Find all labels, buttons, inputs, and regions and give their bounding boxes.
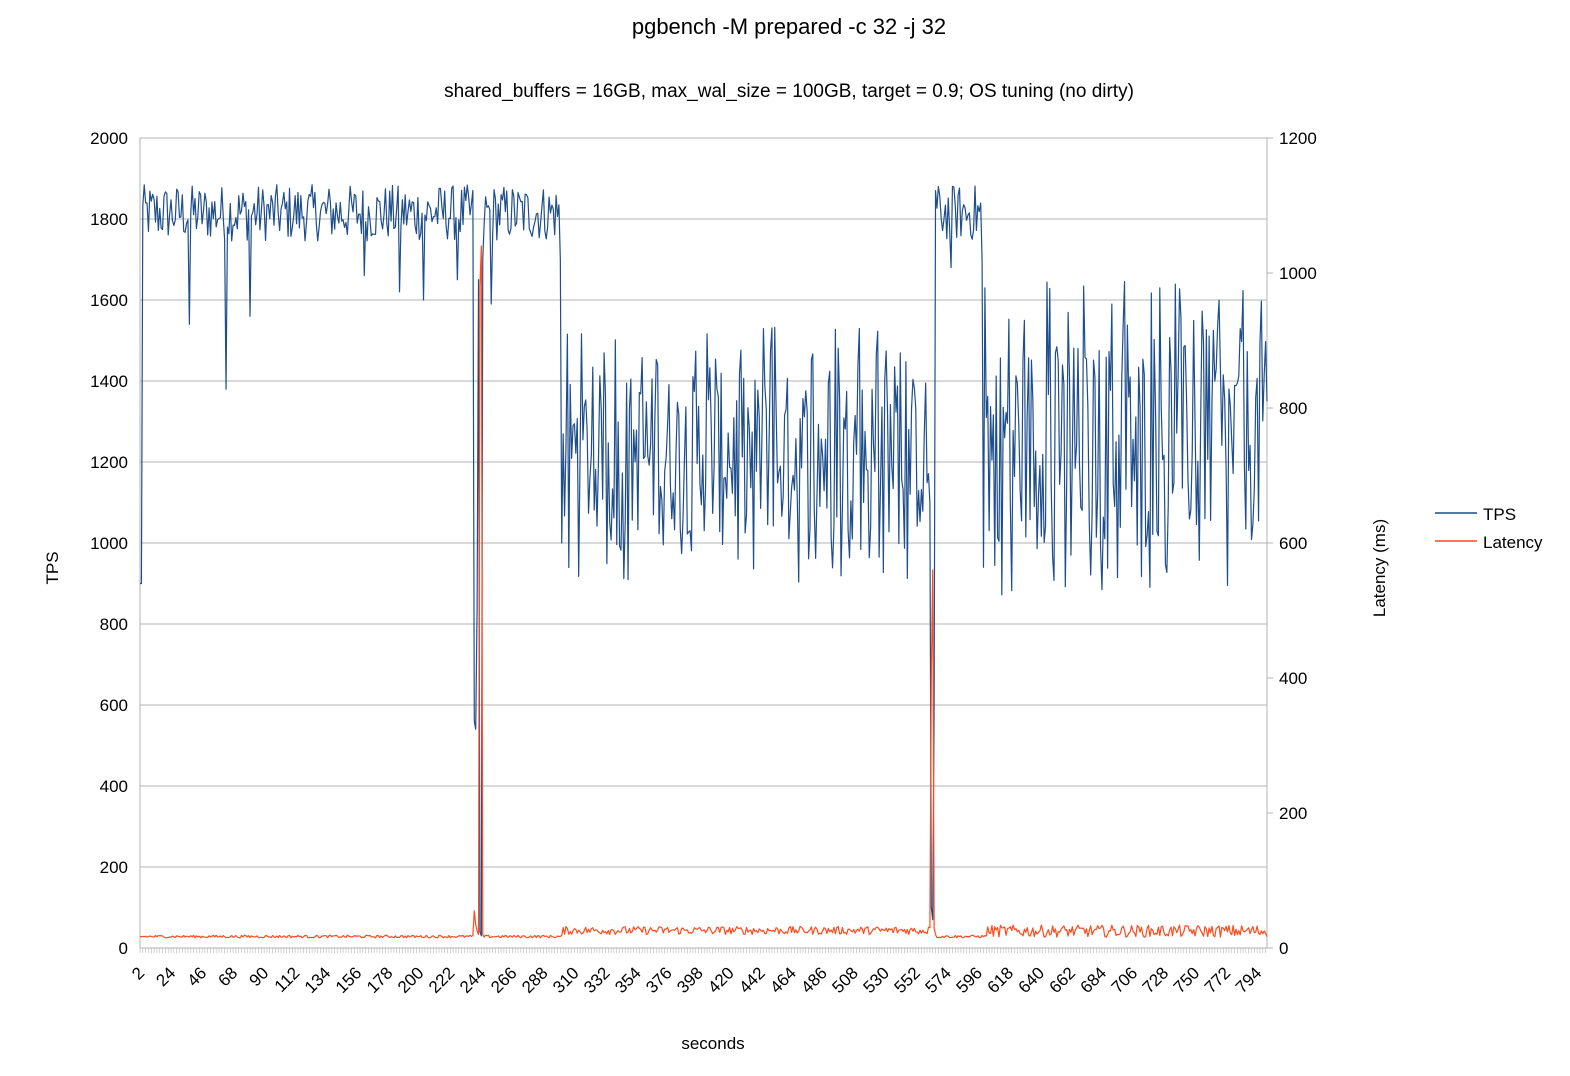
x-tick-label: 222 <box>425 963 458 996</box>
series-line-latency <box>139 245 1268 939</box>
grid-lines <box>140 137 1267 949</box>
x-tick-label: 750 <box>1170 963 1203 996</box>
y-tick-label: 400 <box>100 777 128 796</box>
y2-tick-label: 600 <box>1279 534 1307 553</box>
y-tick-label: 0 <box>119 939 128 958</box>
x-tick-label: 178 <box>363 963 396 996</box>
y-tick-label: 200 <box>100 858 128 877</box>
x-tick-label: 112 <box>271 963 304 996</box>
x-tick-label: 574 <box>922 963 955 996</box>
y-tick-label: 600 <box>100 696 128 715</box>
x-tick-label: 794 <box>1232 963 1265 996</box>
y2-tick-label: 400 <box>1279 669 1307 688</box>
x-tick-label: 156 <box>332 963 365 996</box>
series-lines <box>139 184 1268 939</box>
x-tick-label: 420 <box>704 963 737 996</box>
chart-subtitle: shared_buffers = 16GB, max_wal_size = 10… <box>444 81 1134 102</box>
x-tick-label: 134 <box>301 963 334 996</box>
y-tick-label: 1600 <box>90 291 128 310</box>
x-tick-label: 2 <box>128 963 148 983</box>
y-tick-label: 1000 <box>90 534 128 553</box>
y2-axis-label: Latency (ms) <box>1370 519 1389 617</box>
y-tick-label: 800 <box>100 615 128 634</box>
x-tick-label: 464 <box>766 963 799 996</box>
y-tick-label: 1200 <box>90 453 128 472</box>
x-tick-label: 354 <box>611 963 644 996</box>
x-tick-label: 90 <box>246 963 273 990</box>
x-tick-label: 508 <box>828 963 861 996</box>
y2-tick-label: 0 <box>1279 939 1288 958</box>
x-tick-label: 376 <box>642 963 675 996</box>
x-tick-label: 618 <box>984 963 1017 996</box>
x-tick-label: 596 <box>953 963 986 996</box>
x-tick-label: 552 <box>891 963 924 996</box>
x-tick-label: 486 <box>797 963 830 996</box>
x-tick-label: 662 <box>1046 963 1079 996</box>
y2-tick-label: 1000 <box>1279 264 1317 283</box>
x-tick-label: 288 <box>518 963 551 996</box>
x-tick-label: 310 <box>549 963 582 996</box>
x-tick-label: 244 <box>456 963 489 996</box>
x-tick-label: 398 <box>673 963 706 996</box>
x-tick-label: 332 <box>580 963 613 996</box>
x-tick-label: 684 <box>1077 963 1110 996</box>
y-tick-label: 1400 <box>90 372 128 391</box>
y2-tick-label: 800 <box>1279 399 1307 418</box>
y-tick-label: 1800 <box>90 210 128 229</box>
y2-tick-label: 1200 <box>1279 129 1317 148</box>
legend: TPS Latency <box>1435 505 1543 552</box>
y-axis-label: TPS <box>43 551 62 584</box>
x-tick-label: 68 <box>215 963 242 990</box>
x-tick-label: 266 <box>487 963 520 996</box>
x-tick-label: 530 <box>859 963 892 996</box>
x-tick-label: 24 <box>152 963 179 990</box>
y-tick-label: 2000 <box>90 129 128 148</box>
chart-title: pgbench -M prepared -c 32 -j 32 <box>632 14 946 39</box>
y2-tick-label: 200 <box>1279 804 1307 823</box>
legend-label-latency: Latency <box>1483 533 1543 552</box>
x-tick-label: 200 <box>394 963 427 996</box>
series-line-tps <box>140 184 1268 937</box>
y2-axis-ticks: 0 200 400 600 800 1000 1200 <box>1267 129 1317 958</box>
x-tick-label: 706 <box>1108 963 1141 996</box>
x-tick-label: 442 <box>735 963 768 996</box>
y-axis-ticks: 0 200 400 600 800 1000 1200 1400 1600 1800 2000 <box>90 129 128 958</box>
x-axis-label: seconds <box>681 1034 744 1053</box>
x-tick-label: 772 <box>1201 963 1234 996</box>
legend-label-tps: TPS <box>1483 505 1516 524</box>
x-tick-label: 728 <box>1139 963 1172 996</box>
x-axis-ticks: 2 24 46 68 901121341561782002222442662883103… <box>128 948 1266 997</box>
x-tick-label: 46 <box>183 963 210 990</box>
x-tick-label: 640 <box>1015 963 1048 996</box>
